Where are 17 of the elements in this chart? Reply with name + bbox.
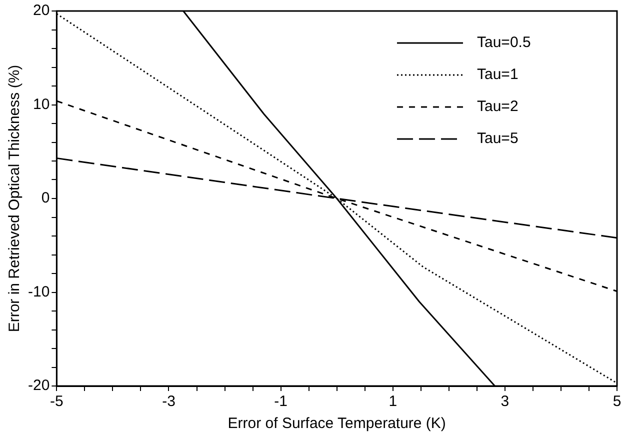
x-tick-label: -5 [50,393,64,410]
x-tick-label: -3 [162,393,176,410]
y-tick-label: -10 [28,283,50,300]
legend-label: Tau=0.5 [477,34,531,52]
y-axis-title: Error in Retrieved Optical Thickness (%) [6,64,24,332]
x-tick-label: 3 [500,393,510,410]
legend-label: Tau=5 [477,130,518,148]
legend-label: Tau=2 [477,98,518,116]
y-tick-label: -20 [28,377,50,394]
y-tick-label: 0 [41,190,50,207]
y-tick-label: 10 [32,96,50,113]
x-axis-title: Error of Surface Temperature (K) [228,415,446,432]
x-tick-label: 5 [612,393,622,410]
legend-label: Tau=1 [477,66,518,84]
y-tick-label: 20 [32,2,50,20]
x-tick-label: -1 [274,393,288,410]
x-tick-label: 1 [388,393,398,410]
